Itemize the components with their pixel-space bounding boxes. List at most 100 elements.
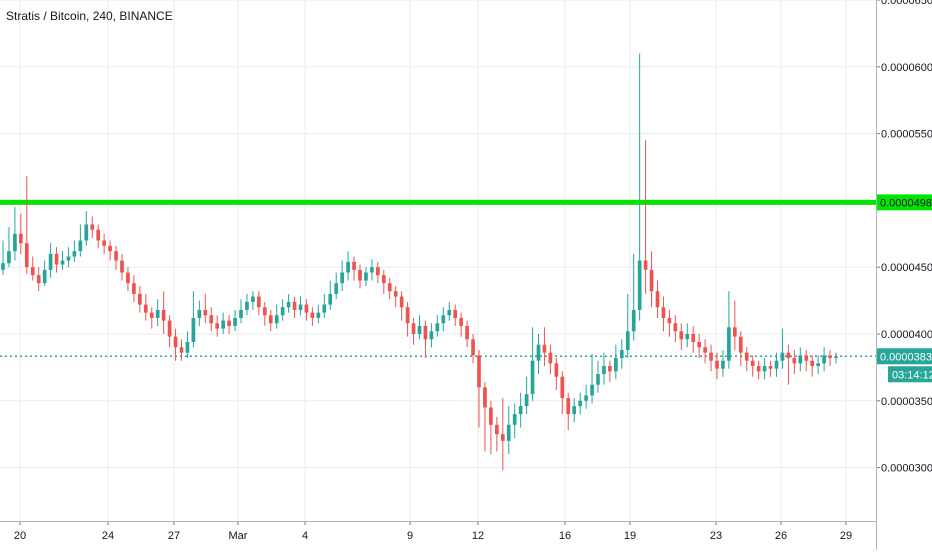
candle-down <box>697 333 701 359</box>
candle-down <box>489 400 493 455</box>
candle-down <box>548 344 553 375</box>
candle-body <box>483 387 487 408</box>
candle-up <box>239 299 243 324</box>
candle-up <box>417 315 422 340</box>
candle-body <box>364 272 368 281</box>
candle-up <box>48 243 53 278</box>
candle-body <box>316 312 321 318</box>
candle-body <box>179 347 184 353</box>
candle-body <box>411 323 416 334</box>
candle-body <box>435 323 440 332</box>
candle-body <box>108 245 112 252</box>
candle-body <box>816 363 820 367</box>
candle-down <box>203 293 208 324</box>
candle-up <box>572 398 577 423</box>
candle-down <box>792 350 797 375</box>
candle-down <box>36 267 41 292</box>
candle-body <box>138 293 142 305</box>
candle-down <box>738 331 743 367</box>
candle-up <box>798 347 803 372</box>
candle-body <box>441 315 446 324</box>
candle-body <box>477 355 481 388</box>
candle-down <box>709 344 713 372</box>
candle-up <box>721 350 725 377</box>
candle-up <box>155 299 160 326</box>
candle-body <box>280 307 285 316</box>
x-tick-label: 9 <box>407 530 413 542</box>
candle-down <box>352 256 356 281</box>
candle-down <box>453 304 458 326</box>
candle-up <box>364 267 368 286</box>
candle-up <box>334 272 339 300</box>
candle-down <box>554 358 559 391</box>
candle-down <box>679 323 684 351</box>
candle-down <box>560 371 565 415</box>
candle-body <box>72 251 77 257</box>
candle-body <box>584 395 588 401</box>
candle-body <box>393 291 398 297</box>
current-price-tag <box>877 348 932 365</box>
candle-down <box>477 350 481 428</box>
candle-body <box>310 312 315 318</box>
candle-down <box>132 275 136 302</box>
candle-body <box>548 352 553 364</box>
candle-body <box>334 283 339 294</box>
candle-body <box>673 323 678 332</box>
candle-down <box>828 350 832 367</box>
candle-body <box>721 360 725 369</box>
candle-up <box>429 323 434 348</box>
candle-body <box>203 309 208 316</box>
candle-body <box>578 400 582 407</box>
candle-body <box>709 352 713 361</box>
candle-body <box>352 261 356 270</box>
candle-body <box>24 243 29 268</box>
candle-up <box>578 392 582 415</box>
candle-body <box>643 260 648 270</box>
grid-layer <box>0 0 876 521</box>
candle-down <box>96 224 101 249</box>
candle-body <box>185 341 190 353</box>
x-tick-label: 20 <box>14 530 26 542</box>
candle-body <box>42 269 47 284</box>
candle-body <box>304 304 309 313</box>
candle-body <box>756 366 761 372</box>
candle-body <box>1 263 5 270</box>
candle-body <box>429 331 434 340</box>
candle-up <box>370 259 374 281</box>
candle-down <box>292 296 297 318</box>
candle-down <box>744 347 749 372</box>
candle-up <box>780 328 785 369</box>
candle-body <box>13 233 17 252</box>
candle-body <box>465 325 469 340</box>
candle-body <box>399 296 404 308</box>
candle-up <box>614 344 618 380</box>
candle-down <box>411 317 416 345</box>
candle-down <box>179 339 184 361</box>
candle-up <box>762 358 767 380</box>
candle-body <box>102 240 106 246</box>
candle-body <box>453 309 458 318</box>
candle-layer <box>1 53 838 471</box>
candle-down <box>655 280 660 318</box>
candle-up <box>316 304 321 324</box>
candle-down <box>500 398 505 471</box>
candle-body <box>459 317 463 326</box>
candle-down <box>161 291 166 334</box>
x-tick-label: 29 <box>840 530 852 542</box>
candle-up <box>42 260 47 286</box>
candle-body <box>822 355 826 364</box>
candle-body <box>167 320 172 337</box>
candle-body <box>518 406 523 415</box>
candle-body <box>209 315 214 324</box>
candle-body <box>619 350 624 359</box>
candle-body <box>126 272 130 284</box>
candle-up <box>524 376 529 415</box>
candle-up <box>602 352 606 385</box>
candle-body <box>667 317 672 324</box>
candle-down <box>673 315 678 342</box>
candle-down <box>733 300 737 351</box>
candle-down <box>786 344 791 385</box>
